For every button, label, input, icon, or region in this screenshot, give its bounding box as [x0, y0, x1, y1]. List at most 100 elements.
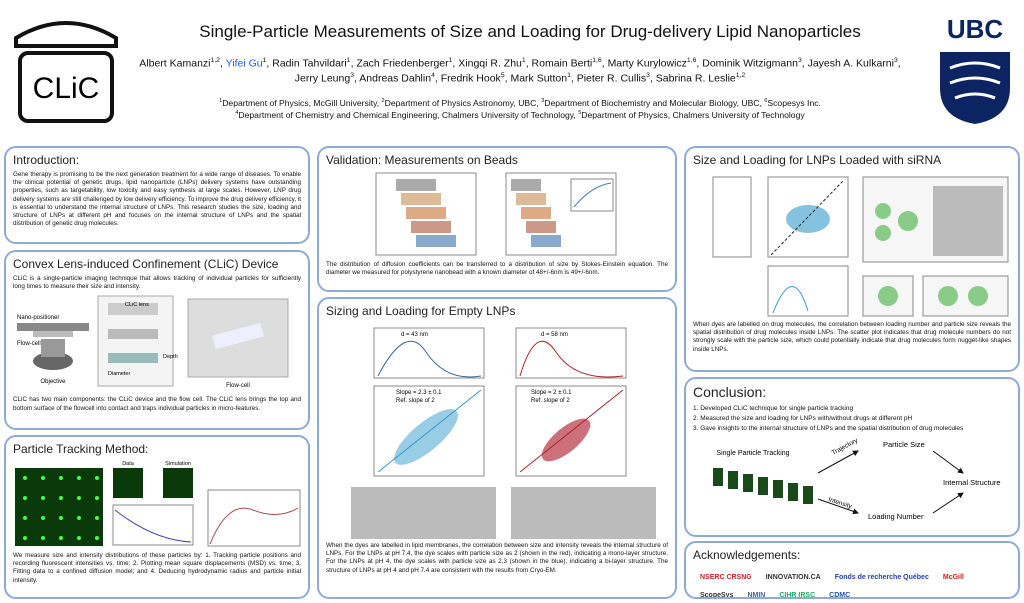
affiliations: 1Department of Physics, McGill Universit… — [110, 97, 930, 122]
figure-label: Data — [122, 461, 135, 467]
figure-label: Ref. slope of 2 — [396, 398, 435, 404]
author-name: Romain Berti — [531, 57, 593, 70]
sponsor-logo: Fonds de recherche Québec — [834, 574, 929, 581]
figure-label: d = 58 nm — [541, 332, 568, 338]
figure-label: Flow-cell — [226, 383, 250, 389]
conclusion-item: 3. Gave insights to the internal structu… — [693, 424, 964, 432]
sirna-figure — [712, 176, 1009, 317]
affiliation-number: 2 — [381, 98, 385, 105]
sponsor-logo: NMIN — [747, 592, 766, 599]
author-name: Mark Sutton — [510, 72, 568, 85]
author-name: Zach Friedenberger — [356, 57, 449, 70]
diagram-label: Single Particle Tracking — [716, 450, 789, 457]
figure-label: Diameter — [108, 371, 130, 377]
sizing-panel: Sizing and Loading for Empty LNPs d = 43… — [317, 297, 677, 599]
author-name: Fredrik Hook — [440, 72, 501, 85]
sponsor-logo: NSERC CRSNG — [700, 574, 752, 581]
tracking-figure: Data Simulation — [15, 461, 301, 547]
affiliation-text: Department of Chemistry and Chemical Eng… — [238, 110, 576, 121]
conclusion-item: 2. Measured the size and loading for LNP… — [693, 414, 913, 422]
section-title: Sizing and Loading for Empty LNPs — [326, 304, 516, 318]
section-title: Conclusion: — [693, 384, 767, 400]
section-body: CLiC is a single-particle imaging techni… — [13, 275, 301, 291]
author-name: Pieter R. Cullis — [576, 72, 647, 85]
author-affiliation: 1,2 — [210, 57, 220, 64]
affiliation-line: 1Department of Physics, McGill Universit… — [110, 97, 930, 109]
figure-label: Slope = 2 ± 0.1 — [531, 390, 572, 396]
diagram-label: Loading Number — [868, 512, 924, 521]
author-affiliation: 5 — [500, 72, 505, 80]
author-affiliation: 3 — [646, 72, 650, 80]
validation-figure — [375, 172, 617, 256]
author-affiliation: 1,2 — [735, 72, 746, 80]
logo-text: UBC — [947, 14, 1004, 44]
figure-label: d = 43 nm — [401, 332, 428, 338]
author-name: Xingqi R. Zhu — [458, 57, 522, 70]
affiliation-number: 5 — [578, 110, 582, 117]
conclusion-diagram: Single Particle Tracking Trajectory Inte… — [713, 437, 1001, 521]
section-caption: CLiC has two main components: the CLiC d… — [13, 396, 301, 412]
section-body: The distribution of diffusion coefficien… — [326, 261, 668, 277]
affiliation-text: Department of Biochemistry and Molecular… — [544, 98, 762, 108]
figure-label: Slope = 2.3 ± 0.1 — [396, 390, 442, 396]
section-body: We measure size and intensity distributi… — [13, 552, 301, 584]
clic-logo-graphic: CLiC — [14, 21, 118, 123]
sponsor-logo: CIHR IRSC — [779, 592, 816, 599]
ubc-logo: UBC — [930, 8, 1020, 126]
section-title: Acknowledgements: — [693, 548, 801, 562]
sizing-figure: d = 43 nm d = 58 nm Slope = 2.3 ± 0.1 Re… — [351, 327, 656, 539]
affiliation-number: 4 — [235, 110, 239, 117]
affiliation-number: 1 — [219, 98, 223, 105]
sponsor-logo: INNOVATION.CA — [765, 574, 821, 581]
intro-panel: Introduction: Gene therapy is promising … — [4, 146, 310, 244]
acknowledgements-panel: Acknowledgements: NSERC CRSNG INNOVATION.… — [684, 541, 1020, 599]
validation-panel: Validation: Measurements on Beads The di… — [317, 146, 677, 292]
figure-label: Flow-cell — [17, 341, 41, 347]
figure-label: Nano-positioner — [17, 315, 59, 321]
section-title: Validation: Measurements on Beads — [326, 153, 518, 167]
author-name: Andreas Dahlin — [359, 72, 432, 85]
affiliation-text: Department of Physics, McGill University… — [222, 98, 380, 108]
author-affiliation: 3 — [350, 72, 354, 80]
section-body: When the dyes are labelled in lipid memb… — [326, 542, 668, 574]
sponsor-logo: ScopeSys — [700, 592, 734, 599]
figure-label: Ref. slope of 2 — [531, 398, 570, 404]
clic-logo: CLiC — [6, 8, 126, 128]
affiliation-line: 4Department of Chemistry and Chemical En… — [110, 109, 930, 121]
diagram-label: Particle Size — [883, 440, 925, 449]
clic-panel: Convex Lens-induced Confinement (CLiC) D… — [4, 250, 310, 430]
affiliation-number: 3 — [541, 98, 545, 105]
author-affiliation: 3 — [893, 57, 898, 64]
authors: Albert Kamanzi1,2, Yifei Gu1, Radin Tahv… — [139, 57, 901, 85]
figure-label: CLiC lens — [125, 302, 149, 308]
section-body: Gene therapy is promising to be the next… — [13, 171, 301, 228]
affiliation-text: Scopesys Inc. — [767, 98, 821, 108]
logo-text: CLiC — [33, 72, 100, 105]
author-affiliation: 1 — [346, 57, 351, 64]
section-title: Introduction: — [13, 153, 80, 167]
diagram-label: Trajectory — [831, 437, 860, 457]
diagram-label: Intensity — [827, 496, 853, 510]
author-affiliation: 1 — [521, 57, 526, 64]
author-name: Sabrina R. Leslie — [655, 72, 736, 85]
author-name: Marty Kurylowicz — [607, 57, 687, 70]
author-affiliation: 3 — [797, 57, 802, 64]
affiliation-number: 6 — [764, 98, 768, 105]
section-title: Size and Loading for LNPs Loaded with si… — [693, 153, 942, 167]
sponsor-logo: CDMC — [829, 592, 851, 599]
clic-figure: Nano-positioner Flow-cell Objective CLiC… — [17, 295, 289, 389]
figure-label: Simulation — [165, 461, 191, 467]
affiliation-text: Department of Physics Astronomy, UBC, — [384, 98, 539, 108]
section-title: Convex Lens-induced Confinement (CLiC) D… — [13, 257, 279, 271]
sponsor-logo: McGill — [942, 574, 964, 581]
author-affiliation: 1 — [262, 57, 267, 64]
conclusion-list: 1. Developed CLiC technique for single p… — [693, 404, 1011, 433]
diagram-label: Internal Structure — [943, 478, 1001, 487]
figure-label: Depth — [163, 354, 178, 360]
author-name: Yifei Gu — [225, 57, 263, 70]
author-affiliation: 1,6 — [592, 57, 602, 64]
author-affiliation: 1 — [448, 57, 453, 64]
section-title: Particle Tracking Method: — [13, 442, 149, 456]
ubc-logo-graphic: UBC — [940, 14, 1010, 124]
